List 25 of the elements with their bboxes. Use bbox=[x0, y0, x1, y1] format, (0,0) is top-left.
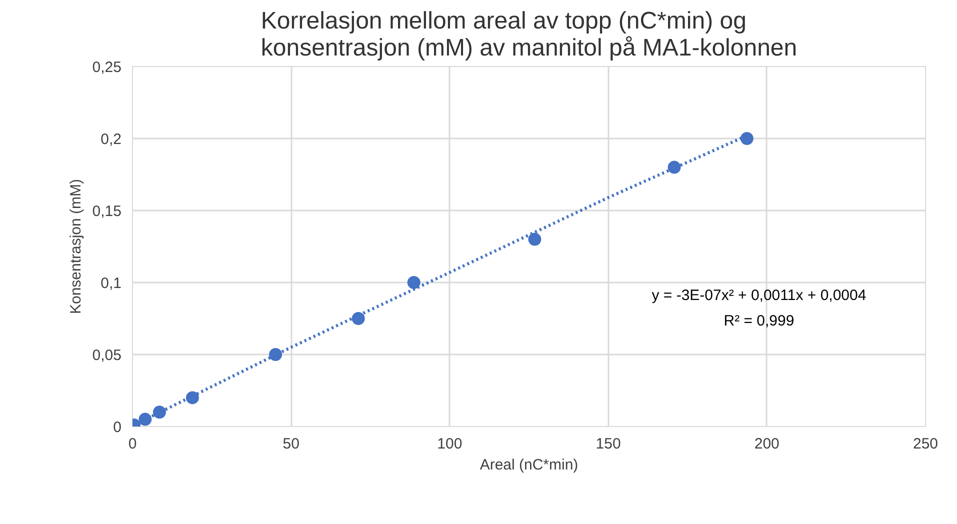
y-axis-title: Konsentrasjon (mM) bbox=[67, 178, 84, 314]
annotation: R² = 0,999 bbox=[724, 312, 794, 330]
point bbox=[152, 406, 166, 419]
point bbox=[740, 132, 754, 145]
point bbox=[186, 391, 199, 404]
x-tick-label: 150 bbox=[596, 436, 621, 452]
y-tick-label: 0,25 bbox=[92, 59, 122, 76]
x-axis-title: Areal (nC*min) bbox=[480, 456, 578, 474]
x-tick-label: 250 bbox=[912, 436, 938, 452]
y-tick-label: 0,05 bbox=[92, 347, 122, 364]
x-tick-label: 0 bbox=[128, 436, 137, 452]
point bbox=[269, 348, 282, 361]
x-tick-label: 50 bbox=[282, 436, 300, 452]
point bbox=[528, 232, 542, 246]
y-tick-label: 0,2 bbox=[100, 131, 122, 148]
y-tick-label: 0,15 bbox=[92, 203, 122, 220]
point bbox=[668, 160, 681, 174]
chart-title: Korrelasjon mellom areal av topp (nC*min) og konsentrasjon (mM) av mannitol på MA1-kolonnen bbox=[260, 8, 798, 62]
x-tick-label: 200 bbox=[754, 436, 780, 452]
x-tick-label: 100 bbox=[437, 436, 462, 452]
point bbox=[352, 312, 365, 325]
annotation: y = -3E-07x² + 0,0011x + 0,0004 bbox=[652, 287, 866, 304]
point bbox=[407, 276, 420, 289]
y-tick-label: 0 bbox=[113, 419, 122, 436]
y-tick-label: 0,1 bbox=[100, 275, 122, 292]
